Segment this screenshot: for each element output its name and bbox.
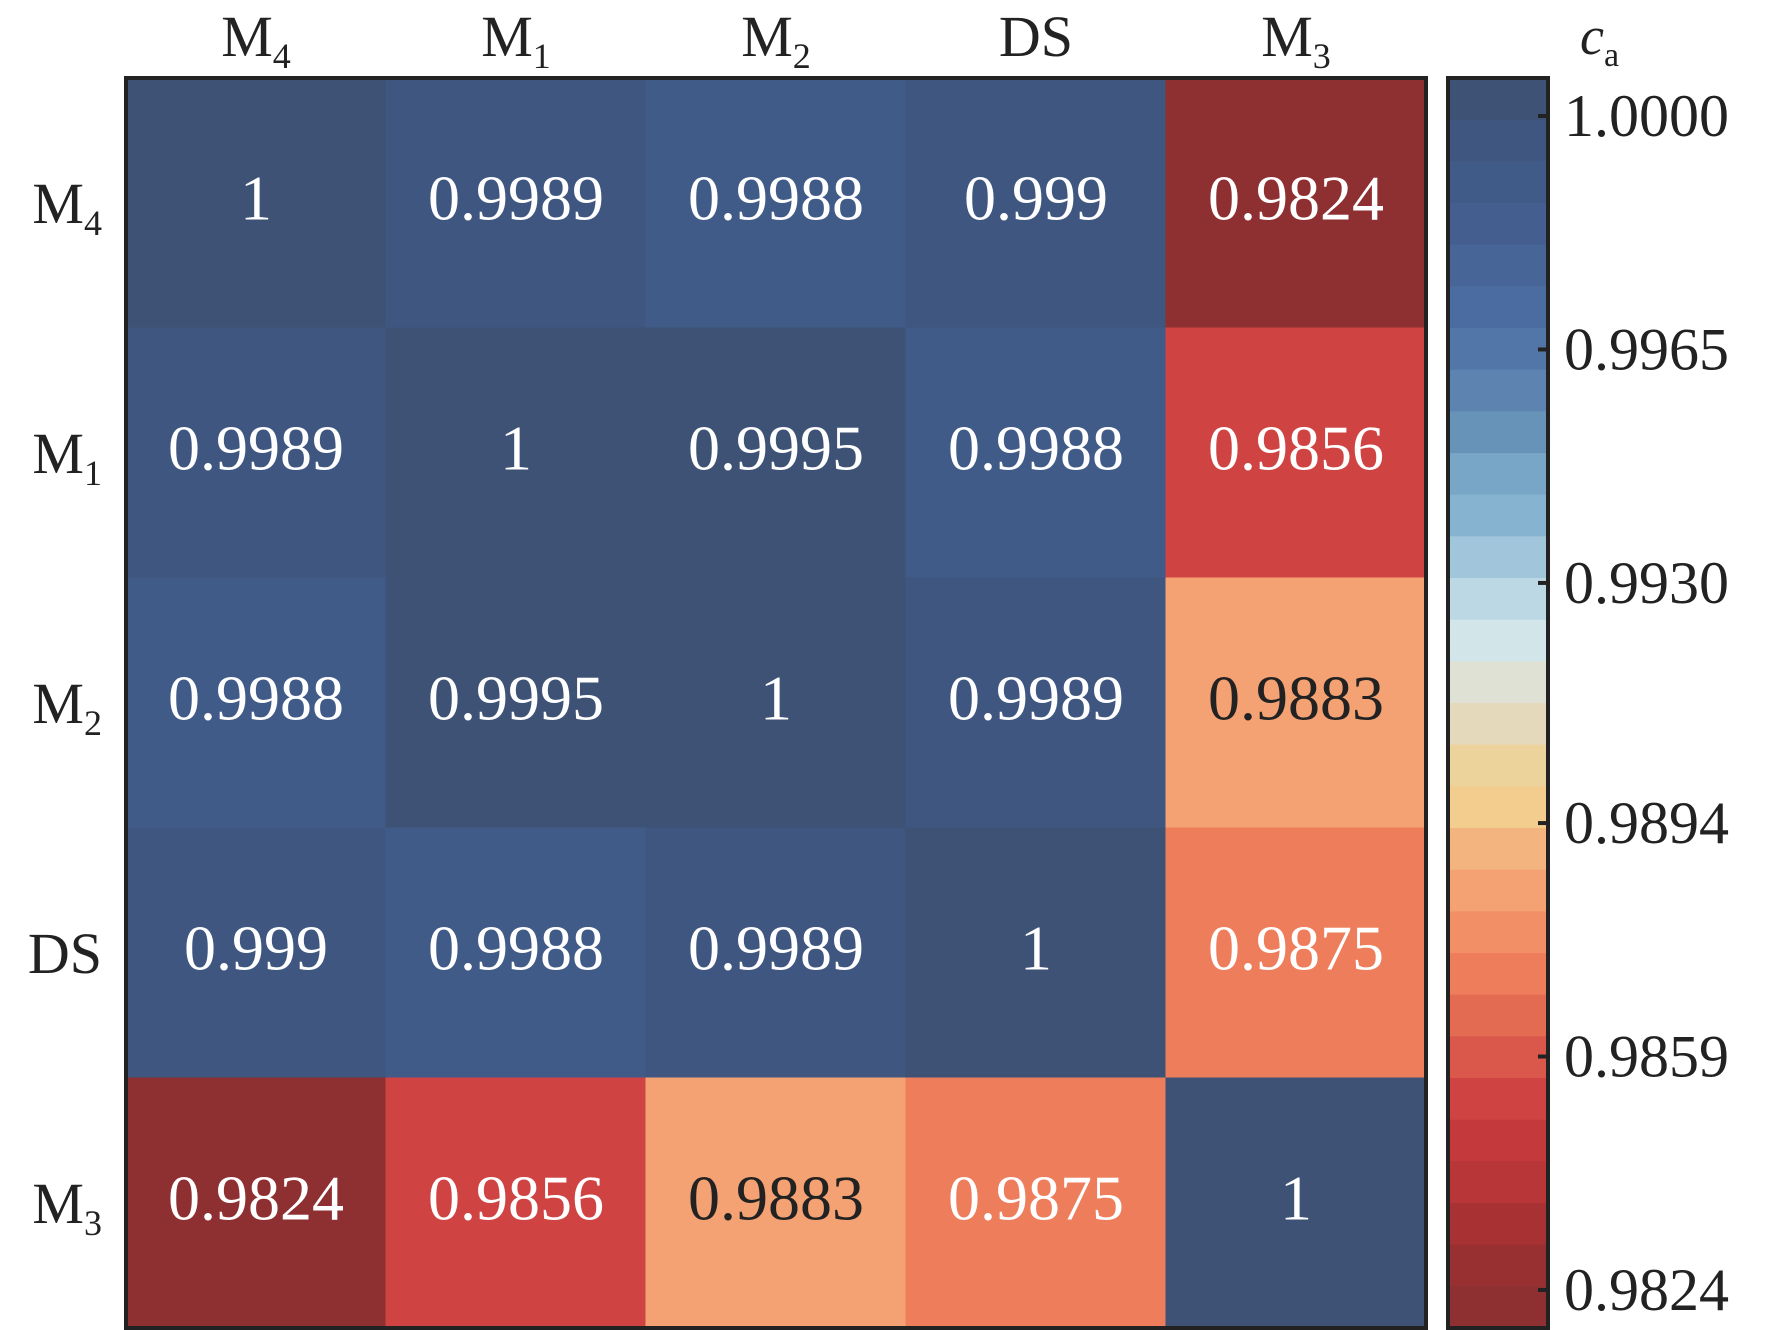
colorbar-band-5 (1448, 244, 1548, 287)
colorbar-band-28 (1448, 1203, 1548, 1246)
heatmap-cell-r3-c4 (905, 577, 1167, 829)
heatmap-cell-r4-c3 (645, 827, 907, 1079)
cell-value-label-r1-c3: 0.9988 (688, 163, 864, 234)
colorbar-band-16 (1448, 703, 1548, 746)
colorbar-band-22 (1448, 953, 1548, 996)
colorbar-band-21 (1448, 911, 1548, 954)
colorbar-band-29 (1448, 1244, 1548, 1287)
colorbar-title: ca (1580, 6, 1619, 74)
heatmap-cell-r1-c2 (385, 77, 647, 329)
colorbar-band-12 (1448, 536, 1548, 579)
column-label-5: M3 (1261, 4, 1331, 76)
heatmap-cell-r5-c3 (645, 1077, 907, 1329)
heatmap-cell-r2-c1 (125, 327, 387, 579)
cell-value-label-r1-c5: 0.9824 (1208, 163, 1384, 234)
cell-value-label-r3-c2: 0.9995 (428, 663, 604, 734)
heatmap-cell-r2-c2 (385, 327, 647, 579)
cell-value-label-r5-c3: 0.9883 (688, 1163, 864, 1234)
colorbar-band-13 (1448, 578, 1548, 621)
heatmap-cell-r1-c5 (1165, 77, 1427, 329)
cell-value-label-r1-c1: 1 (240, 163, 272, 234)
colorbar-frame (1446, 76, 1550, 1330)
colorbar-band-11 (1448, 494, 1548, 537)
cell-value-label-r2-c1: 0.9989 (168, 413, 344, 484)
colorbar-band-14 (1448, 619, 1548, 662)
colorbar-band-9 (1448, 411, 1548, 454)
colorbar-band-17 (1448, 744, 1548, 787)
colorbar-tick-label-1: 1.0000 (1564, 83, 1729, 149)
heatmap-cell-r3-c5 (1165, 577, 1427, 829)
heatmap-cell-r4-c2 (385, 827, 647, 1079)
colorbar-band-24 (1448, 1036, 1548, 1079)
row-label-2: M1 (32, 421, 102, 493)
heatmap-cell-r3-c2 (385, 577, 647, 829)
heatmap-cell-r2-c3 (645, 327, 907, 579)
heatmap-cell-r5-c2 (385, 1077, 647, 1329)
cell-value-label-r3-c1: 0.9988 (168, 663, 344, 734)
cell-value-label-r3-c3: 1 (760, 663, 792, 734)
heatmap-cell-r3-c3 (645, 577, 907, 829)
column-label-2: M1 (481, 4, 551, 76)
colorbar-tick-label-6: 0.9824 (1564, 1257, 1729, 1323)
row-label-4: DS (28, 921, 102, 986)
heatmap-cell-r1-c1 (125, 77, 387, 329)
cell-value-label-r4-c2: 0.9988 (428, 913, 604, 984)
colorbar-band-23 (1448, 994, 1548, 1037)
column-label-4: DS (999, 4, 1073, 69)
colorbar-band-1 (1448, 78, 1548, 121)
heatmap-cell-r5-c1 (125, 1077, 387, 1329)
cell-value-label-r4-c5: 0.9875 (1208, 913, 1384, 984)
cell-value-label-r4-c1: 0.999 (184, 913, 328, 984)
cell-value-label-r2-c3: 0.9995 (688, 413, 864, 484)
colorbar-band-7 (1448, 328, 1548, 371)
cell-value-label-r4-c4: 1 (1020, 913, 1052, 984)
heatmap-cell-r1-c4 (905, 77, 1167, 329)
colorbar-band-18 (1448, 786, 1548, 829)
column-label-1: M4 (221, 4, 291, 76)
heatmap-frame (124, 76, 1428, 1330)
row-label-1: M4 (32, 171, 102, 243)
heatmap-cell-r4-c5 (1165, 827, 1427, 1079)
colorbar-tick-label-4: 0.9894 (1564, 790, 1729, 856)
cell-value-label-r1-c4: 0.999 (964, 163, 1108, 234)
row-label-3: M2 (32, 671, 102, 743)
colorbar-band-27 (1448, 1161, 1548, 1204)
colorbar-band-30 (1448, 1286, 1548, 1329)
colorbar-band-10 (1448, 453, 1548, 496)
cell-value-label-r5-c4: 0.9875 (948, 1163, 1124, 1234)
colorbar-tick-label-5: 0.9859 (1564, 1024, 1729, 1090)
row-label-5: M3 (32, 1171, 102, 1243)
heatmap-cell-r5-c5 (1165, 1077, 1427, 1329)
heatmap-cell-r4-c4 (905, 827, 1167, 1079)
colorbar-band-6 (1448, 286, 1548, 329)
cell-value-label-r2-c2: 1 (500, 413, 532, 484)
colorbar-band-20 (1448, 869, 1548, 912)
cell-value-label-r2-c5: 0.9856 (1208, 413, 1384, 484)
cell-value-label-r4-c3: 0.9989 (688, 913, 864, 984)
colorbar-band-3 (1448, 161, 1548, 204)
colorbar-tick-label-3: 0.9930 (1564, 550, 1729, 616)
cell-value-label-r5-c1: 0.9824 (168, 1163, 344, 1234)
colorbar-band-26 (1448, 1119, 1548, 1162)
heatmap-cell-r2-c5 (1165, 327, 1427, 579)
colorbar-tick-label-2: 0.9965 (1564, 316, 1729, 382)
cell-value-label-r2-c4: 0.9988 (948, 413, 1124, 484)
cell-value-label-r1-c2: 0.9989 (428, 163, 604, 234)
cell-value-label-r5-c5: 1 (1280, 1163, 1312, 1234)
cell-value-label-r3-c4: 0.9989 (948, 663, 1124, 734)
colorbar-band-19 (1448, 828, 1548, 871)
cell-value-label-r3-c5: 0.9883 (1208, 663, 1384, 734)
colorbar-band-15 (1448, 661, 1548, 704)
column-label-3: M2 (741, 4, 811, 76)
colorbar-band-8 (1448, 369, 1548, 412)
cell-value-label-r5-c2: 0.9856 (428, 1163, 604, 1234)
colorbar-band-2 (1448, 119, 1548, 162)
colorbar-band-25 (1448, 1078, 1548, 1121)
colorbar-band-4 (1448, 203, 1548, 246)
